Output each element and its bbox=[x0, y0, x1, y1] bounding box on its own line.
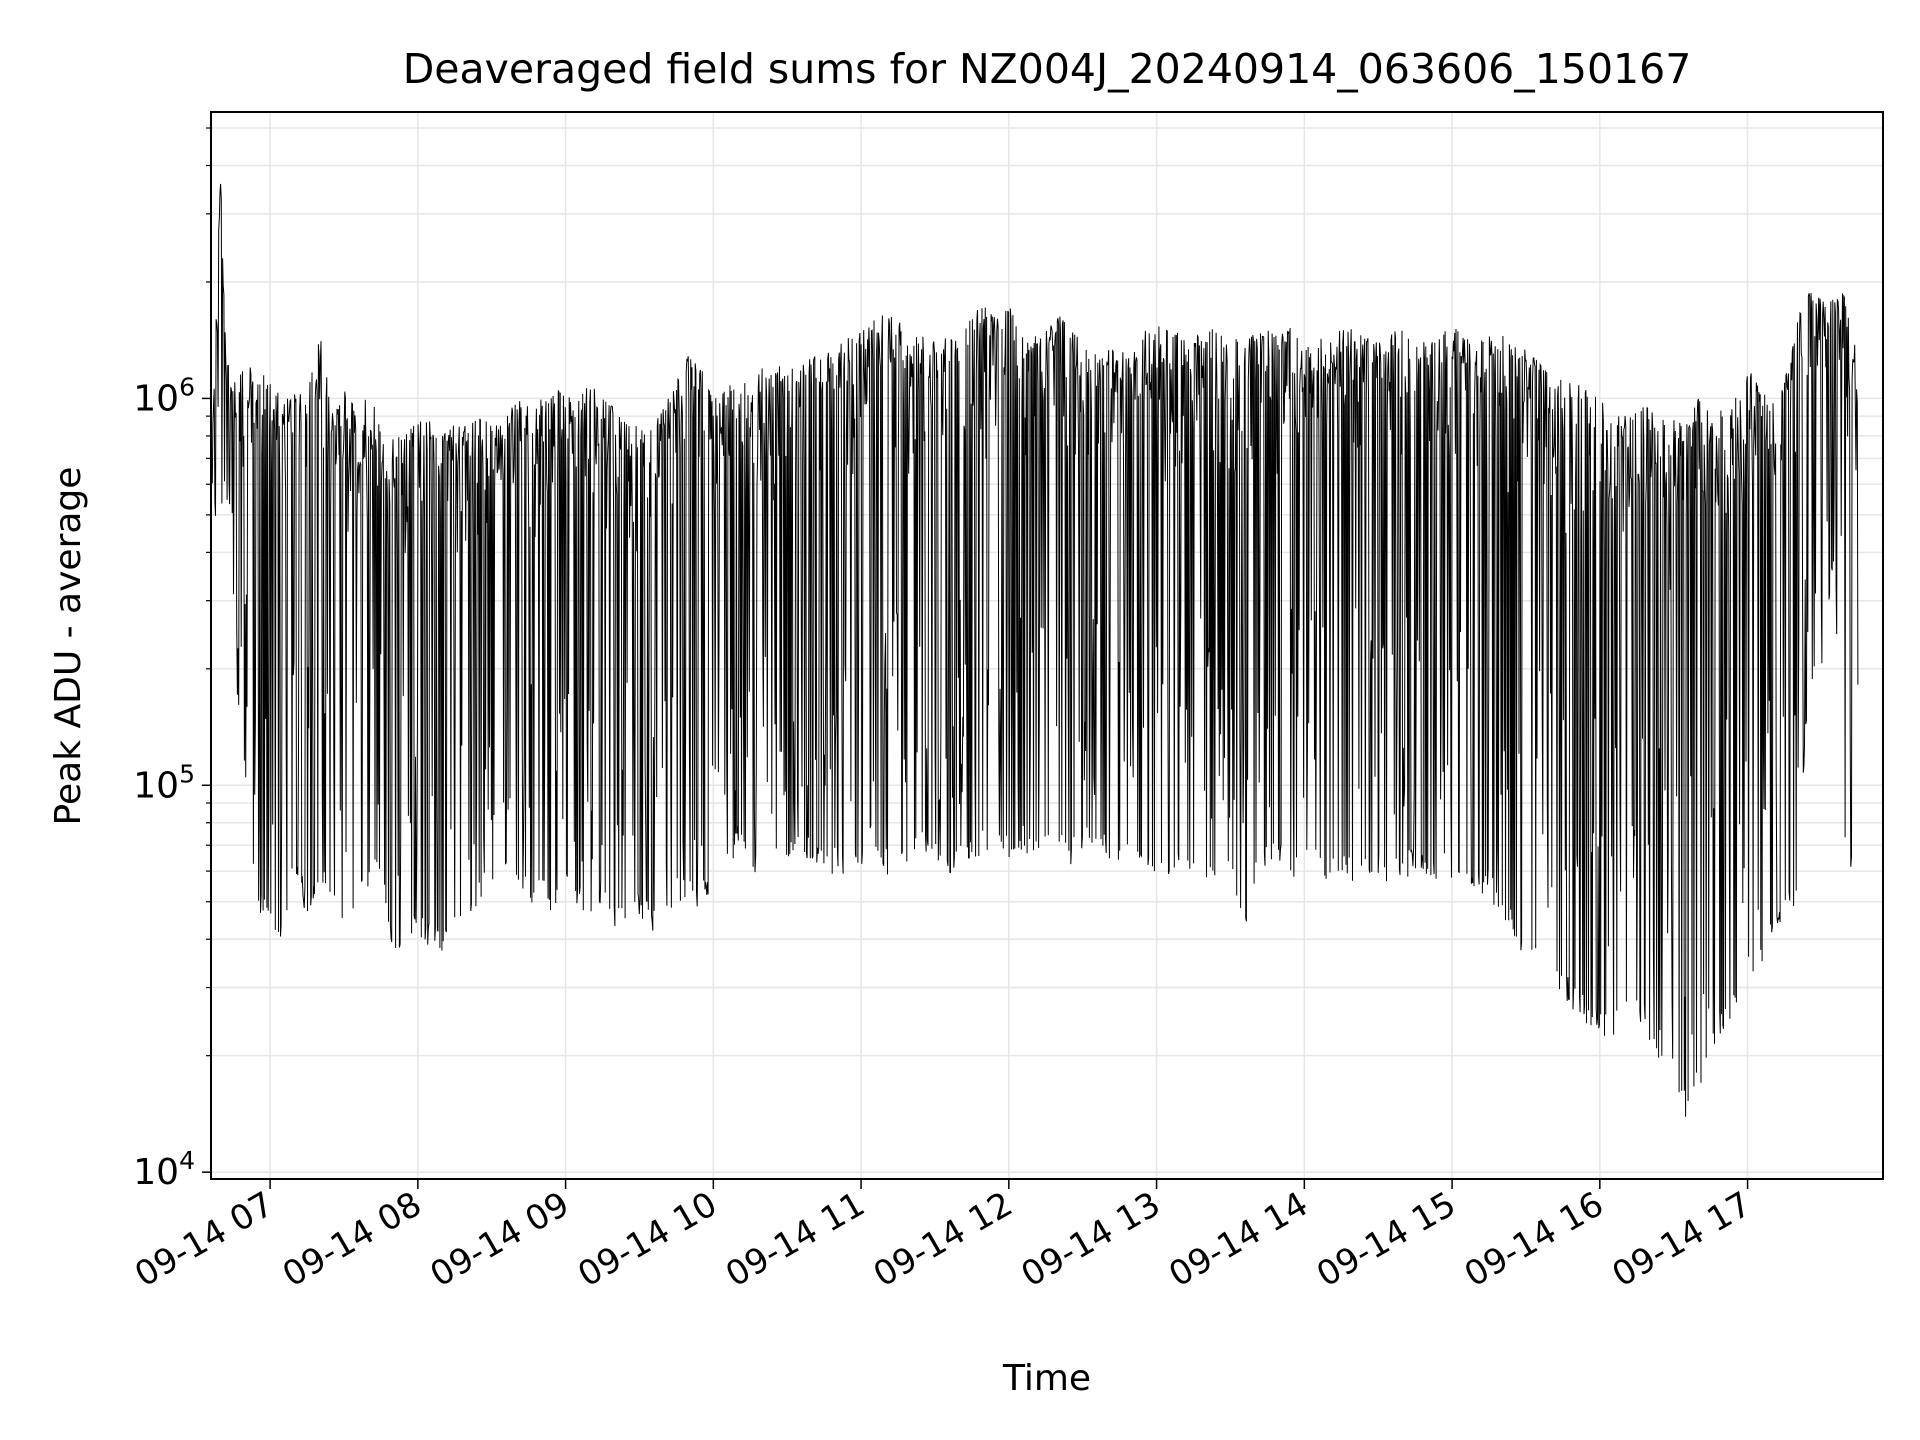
y-tick-label-base: 10 bbox=[133, 378, 179, 419]
y-tick-label-exponent: 5 bbox=[179, 759, 195, 788]
x-axis-label: Time bbox=[1002, 1358, 1091, 1399]
y-tick-label-base: 10 bbox=[133, 765, 179, 806]
y-tick-label-base: 10 bbox=[133, 1152, 179, 1193]
y-tick-label-exponent: 6 bbox=[179, 372, 195, 401]
series-line bbox=[210, 183, 1859, 1117]
y-tick-label: 106 bbox=[133, 372, 195, 419]
y-axis-label: Peak ADU - average bbox=[48, 467, 89, 826]
y-tick-label-exponent: 4 bbox=[179, 1146, 195, 1175]
y-tick-label: 104 bbox=[133, 1146, 195, 1193]
chart-title: Deaveraged field sums for NZ004J_2024091… bbox=[403, 45, 1692, 93]
axis-ticks bbox=[202, 127, 1749, 1189]
plot-frame bbox=[210, 111, 1884, 1180]
y-tick-label: 105 bbox=[133, 759, 195, 806]
series-layer bbox=[210, 183, 1859, 1117]
